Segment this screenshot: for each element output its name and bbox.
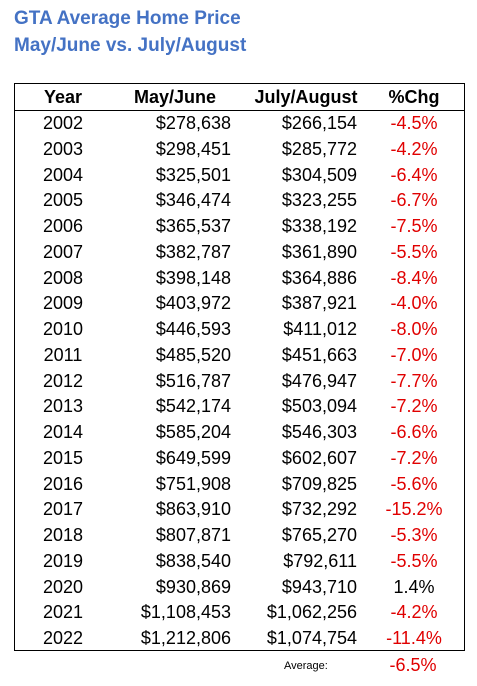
table-cell: 2011	[43, 344, 83, 365]
table-cell: -11.4%	[386, 628, 442, 649]
column-header: May/June	[133, 87, 217, 107]
table-cell: $387,921	[281, 293, 357, 314]
average-value: -6.5%	[389, 655, 437, 675]
table-cell: $1,212,806	[140, 628, 231, 649]
table-cell: -7.0%	[390, 344, 438, 365]
table-cell: $516,787	[155, 370, 231, 391]
table-cell: -5.5%	[390, 241, 438, 262]
table-cell: -6.6%	[390, 422, 438, 443]
table-cell: 2010	[42, 319, 84, 340]
subtitle: May/June vs. July/August	[14, 35, 247, 56]
table-cell: $807,871	[155, 525, 231, 546]
table-cell: -4.2%	[390, 138, 438, 159]
table-cell: $361,890	[281, 241, 357, 262]
table-cell: $863,910	[155, 499, 231, 520]
table-cell: $751,908	[155, 473, 231, 494]
table-cell: $1,108,453	[140, 602, 231, 623]
table-cell: 2014	[42, 422, 84, 443]
table-cell: 2007	[42, 241, 84, 262]
table-cell: 2019	[42, 550, 84, 571]
table-cell: 2003	[42, 138, 84, 159]
table-cell: $930,869	[155, 576, 231, 597]
title: GTA Average Home Price	[14, 8, 241, 29]
table-cell: $542,174	[155, 396, 231, 417]
table-cell: $765,270	[281, 525, 357, 546]
average-label: Average:	[284, 660, 328, 672]
table: Year May/June July/August %Chg 2002 $278,638 $…	[14, 83, 465, 651]
table-cell: $602,607	[281, 447, 357, 468]
table-cell: -6.4%	[390, 164, 438, 185]
table-cell: 2013	[42, 396, 84, 417]
column-header: %Chg	[388, 87, 440, 107]
table-cell: $732,292	[281, 499, 357, 520]
table-cell: $451,663	[281, 344, 357, 365]
table-cell: $325,501	[155, 164, 231, 185]
table-cell: $1,074,754	[266, 628, 357, 649]
table-cell: 2005	[42, 190, 84, 211]
table-cell: -7.2%	[390, 447, 438, 468]
table-cell: $709,825	[281, 473, 357, 494]
table-cell: $278,638	[155, 113, 231, 133]
table-cell: -4.2%	[390, 602, 438, 623]
table-cell: 2018	[42, 525, 84, 546]
table-cell: 2002	[42, 113, 84, 133]
table-cell: 2022	[42, 628, 84, 649]
table-cell: -7.2%	[390, 396, 438, 417]
table-cell: $365,537	[155, 216, 231, 237]
table-cell: $382,787	[155, 241, 231, 262]
table-cell: -4.5%	[390, 113, 438, 133]
table-cell: $1,062,256	[266, 602, 357, 623]
table-cell: $364,886	[281, 267, 357, 288]
column-header: July/August	[254, 87, 358, 107]
table-cell: $446,593	[155, 319, 231, 340]
table-cell: -4.0%	[390, 293, 438, 314]
table-cell: $411,012	[283, 319, 357, 340]
table-cell: $346,474	[155, 190, 231, 211]
table-cell: 1.4%	[393, 576, 435, 597]
table-cell: $838,540	[155, 550, 231, 571]
table-cell: $403,972	[155, 293, 231, 314]
table-cell: $649,599	[155, 447, 231, 468]
table-cell: -5.5%	[390, 550, 438, 571]
table-cell: -5.3%	[390, 525, 438, 546]
table-cell: 2004	[42, 164, 84, 185]
table-cell: 2009	[42, 293, 84, 314]
table-cell: $792,611	[283, 550, 357, 571]
table-cell: $304,509	[281, 164, 357, 185]
table-cell: $943,710	[281, 576, 357, 597]
table-cell: 2012	[42, 370, 84, 391]
table-cell: $266,154	[281, 113, 357, 133]
table-cell: -7.7%	[390, 370, 438, 391]
column-header: Year	[43, 87, 83, 107]
table-cell: 2020	[42, 576, 84, 597]
table-cell: $338,192	[281, 216, 357, 237]
table-cell: $476,947	[281, 370, 357, 391]
table-cell: -8.0%	[390, 319, 438, 340]
table-cell: 2016	[42, 473, 84, 494]
table-cell: 2021	[42, 602, 84, 623]
table-cell: -6.7%	[390, 190, 438, 211]
table-cell: $503,094	[281, 396, 357, 417]
table-cell: 2008	[42, 267, 84, 288]
table-cell: $398,148	[155, 267, 231, 288]
table-cell: $546,303	[281, 422, 357, 443]
table-cell: $298,451	[155, 138, 231, 159]
header-divider	[15, 110, 464, 111]
table-cell: $323,255	[281, 190, 357, 211]
table-cell: -7.5%	[390, 216, 438, 237]
table-cell: 2017	[42, 499, 84, 520]
table-cell: -8.4%	[390, 267, 438, 288]
table-cell: -5.6%	[390, 473, 438, 494]
table-cell: $585,204	[155, 422, 231, 443]
table-cell: 2006	[42, 216, 84, 237]
table-cell: $285,772	[281, 138, 357, 159]
table-cell: 2015	[42, 447, 84, 468]
table-cell: -15.2%	[385, 499, 443, 520]
table-cell: $485,520	[155, 344, 231, 365]
